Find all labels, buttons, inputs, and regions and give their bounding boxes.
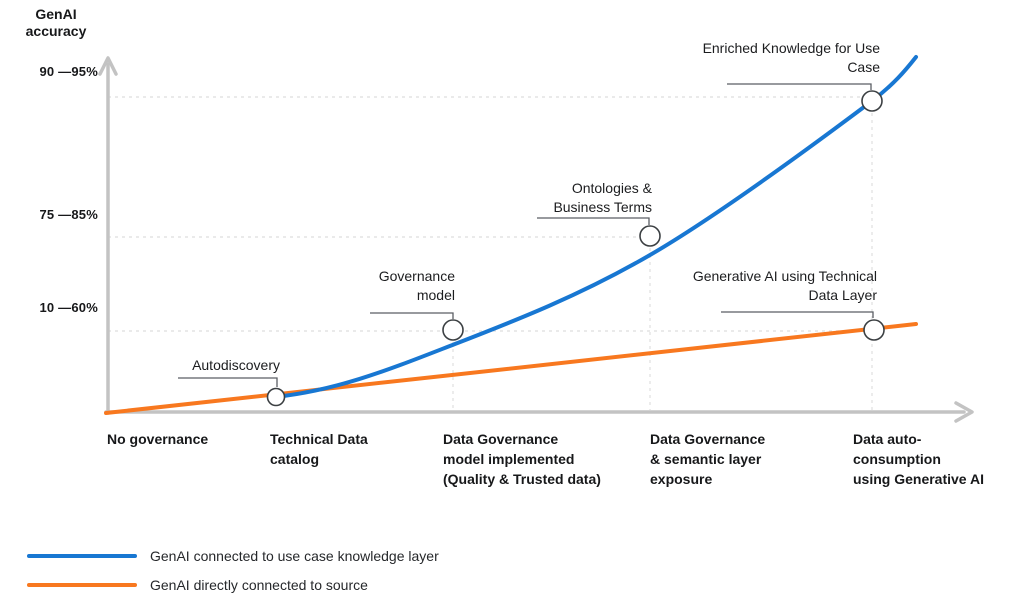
marker-genai-source [863,319,885,341]
x-label-no-governance: No governance [107,431,209,447]
annotation-governance-model: Governance model [378,268,455,303]
annotation-callouts [178,83,874,387]
legend-label-knowledge-layer: GenAI connected to use case knowledge la… [150,547,439,564]
y-axis-title: GenAI accuracy [25,6,87,39]
annotation-genai-technical-data-layer: Generative AI using Technical Data Layer [692,268,877,303]
marker-governance-model [442,319,464,341]
x-label-governance-model-implemented: Data Governance model implemented (Quali… [443,431,601,487]
y-axis-arrow-icon [98,56,118,76]
x-axis-arrow-icon [954,401,974,423]
y-tick-75-85: 75 —85% [39,207,98,222]
axes [98,56,974,423]
marker-enriched-knowledge [861,90,883,112]
callout-enriched-knowledge [727,83,872,90]
callout-autodiscovery [178,377,278,387]
vertical-guides [452,113,873,410]
annotation-autodiscovery: Autodiscovery [192,357,280,373]
callout-ontologies [537,217,650,225]
point-markers [266,90,885,407]
x-label-semantic-layer-exposure: Data Governance & semantic layer exposur… [650,431,766,487]
legend: GenAI connected to use case knowledge la… [27,541,439,599]
callout-genai-source [721,311,874,318]
marker-ontologies [639,225,661,247]
callout-governance-model [370,312,454,319]
x-label-auto-consumption: Data auto- consumption using Generative … [853,431,984,487]
annotation-enriched-knowledge: Enriched Knowledge for Use Case [702,40,880,75]
series-curve-knowledge-layer [273,55,918,399]
legend-swatch-blue-line [27,553,137,558]
y-tick-90-95: 90 —95% [39,64,98,79]
legend-label-directly-connected: GenAI directly connected to source [150,576,368,593]
legend-swatch-orange-line [27,582,137,587]
x-label-technical-data-catalog: Technical Data catalog [270,431,368,467]
legend-item-knowledge-layer: GenAI connected to use case knowledge la… [27,541,439,570]
annotation-ontologies-business-terms: Ontologies & Business Terms [553,180,652,215]
y-tick-10-60: 10 —60% [39,300,98,315]
marker-autodiscovery [266,387,286,407]
series-line-directly-connected [104,322,918,415]
legend-item-directly-connected: GenAI directly connected to source [27,570,439,599]
